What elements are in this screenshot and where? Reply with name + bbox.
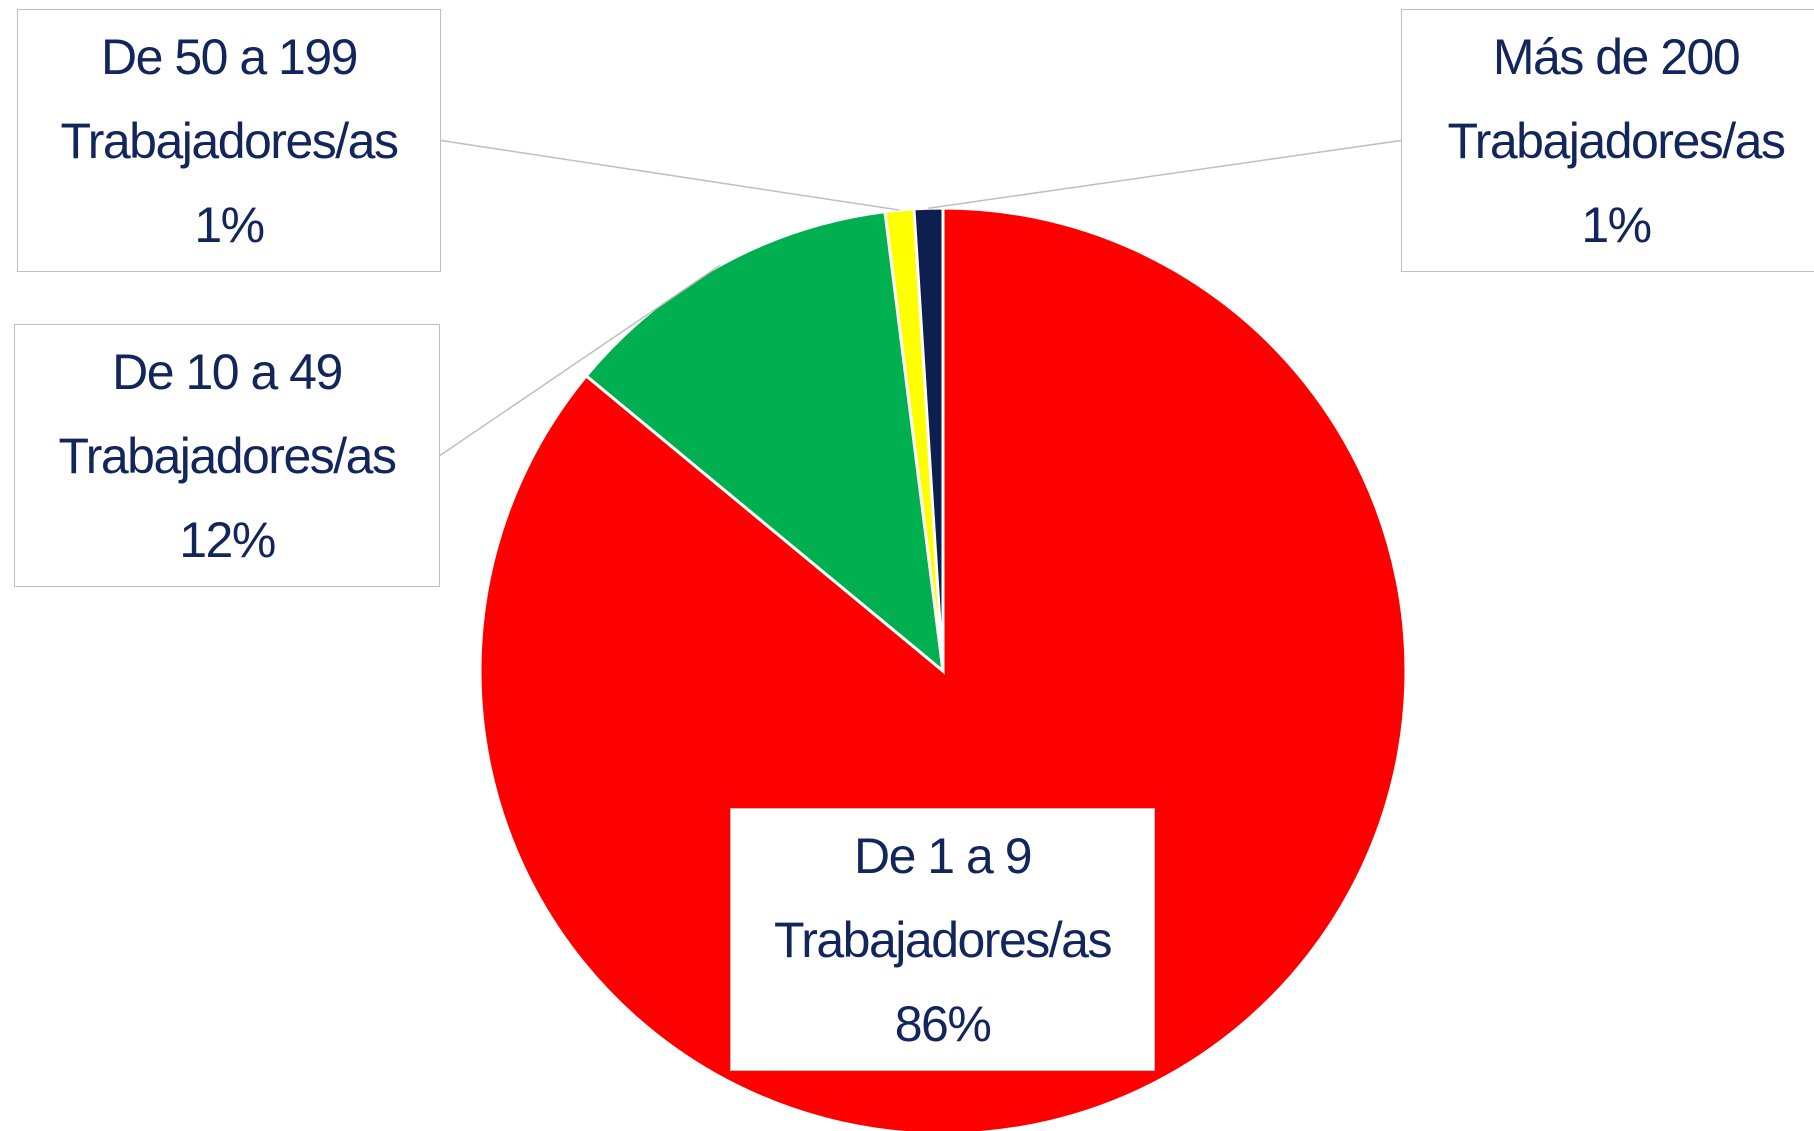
value-label: 86% xyxy=(894,995,992,1052)
category-label: De 50 a 199 Trabajadores/as xyxy=(60,28,399,169)
category-label: Más de 200 Trabajadores/as xyxy=(1447,28,1786,169)
leader-line xyxy=(439,264,721,457)
value-label: 1% xyxy=(1581,196,1652,253)
leader-line xyxy=(928,139,1402,209)
data-label: Más de 200 Trabajadores/as 1% xyxy=(1401,9,1814,272)
data-label: De 1 a 9 Trabajadores/as 86% xyxy=(730,808,1155,1071)
leader-line xyxy=(440,139,900,211)
category-label: De 1 a 9 Trabajadores/as xyxy=(774,827,1112,968)
category-label: De 10 a 49 Trabajadores/as xyxy=(58,343,397,484)
data-label: De 10 a 49 Trabajadores/as 12% xyxy=(14,324,440,587)
pie-slice xyxy=(478,206,1408,1131)
value-label: 1% xyxy=(194,196,265,253)
data-label: De 50 a 199 Trabajadores/as 1% xyxy=(17,9,441,272)
pie-slice xyxy=(912,206,945,672)
value-label: 12% xyxy=(179,511,276,568)
